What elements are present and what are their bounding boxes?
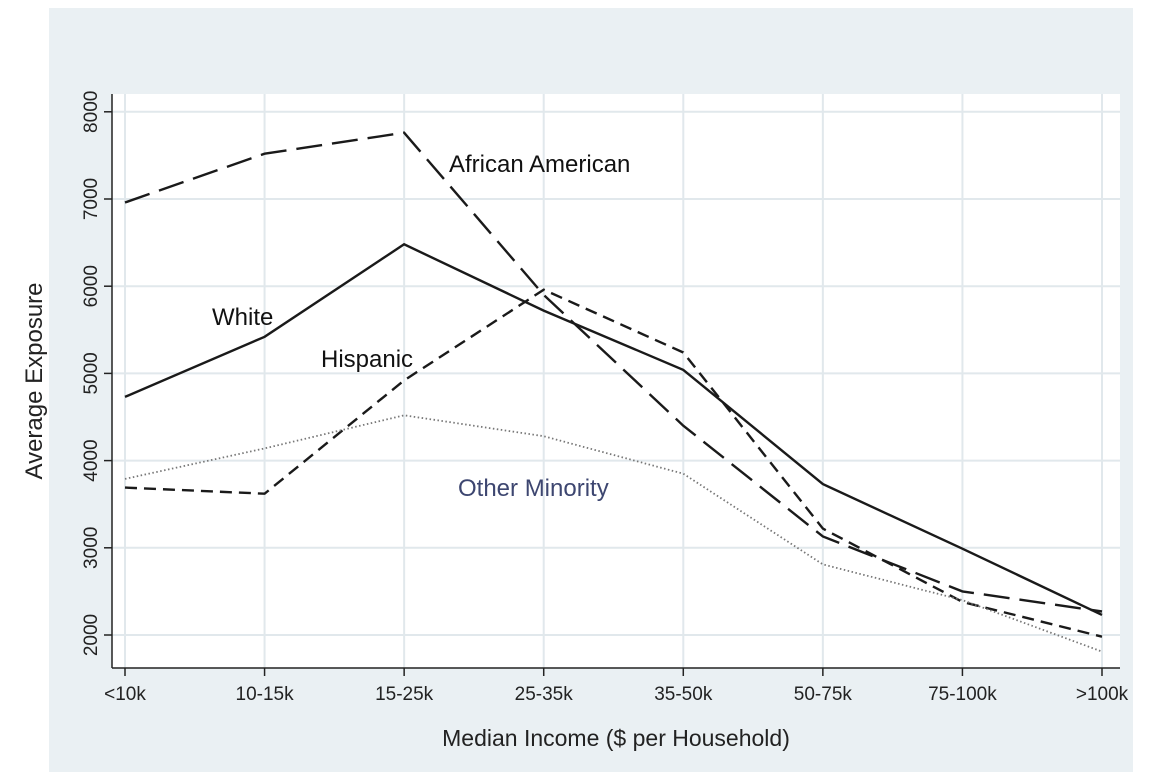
plot-background	[112, 94, 1120, 668]
y-tick-label: 2000	[81, 614, 102, 656]
x-tick-label: 50-75k	[794, 684, 853, 705]
x-tick-label: 25-35k	[515, 684, 574, 705]
series-line-hispanic	[124, 288, 1103, 638]
y-tick-label: 5000	[81, 352, 102, 394]
axes	[104, 94, 1120, 676]
y-tick-label: 6000	[81, 265, 102, 307]
series-annotations: African American White Hispanic Other Minor…	[212, 151, 630, 502]
x-tick-label: >100k	[1076, 684, 1129, 705]
x-tick-label: <10k	[104, 684, 146, 705]
gridlines	[112, 94, 1120, 668]
series-label-other-minority: Other Minority	[458, 475, 609, 502]
x-axis-label: Median Income ($ per Household)	[442, 725, 790, 751]
x-tick-label: 10-15k	[236, 684, 295, 705]
x-tick-label: 35-50k	[654, 684, 713, 705]
y-tick-label: 3000	[81, 527, 102, 569]
series-label-african-american: African American	[449, 151, 630, 178]
x-tick-label: 15-25k	[375, 684, 434, 705]
series-label-white: White	[212, 304, 273, 331]
y-axis-label: Average Exposure	[21, 282, 48, 479]
series-lines	[124, 131, 1103, 653]
y-tick-label: 8000	[81, 91, 102, 133]
series-line-african-american	[124, 131, 1103, 613]
series-line-white	[124, 242, 1103, 616]
tick-labels: 2000 3000 4000 5000 6000 7000 8000 <10k 10-15k 15…	[81, 91, 1129, 705]
y-tick-label: 7000	[81, 178, 102, 220]
x-tick-label: 75-100k	[928, 684, 997, 705]
series-label-hispanic: Hispanic	[321, 346, 413, 373]
y-tick-label: 4000	[81, 439, 102, 481]
